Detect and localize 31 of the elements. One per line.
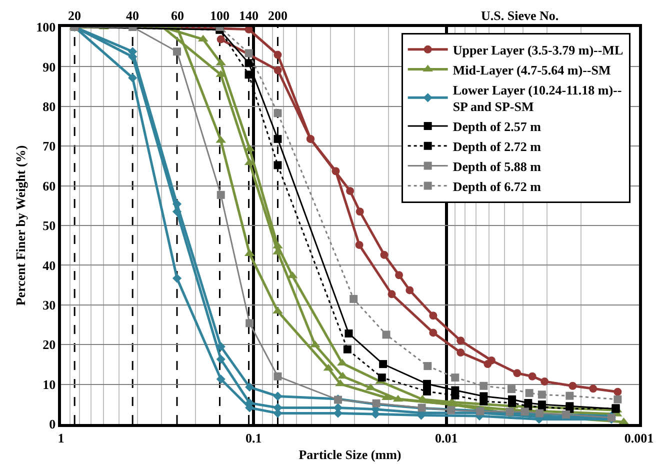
annotation: 200 — [268, 8, 288, 23]
y-axis-title: Percent Finer by Weight (%) — [13, 145, 28, 306]
y-tick-label: 20 — [42, 337, 56, 352]
legend-label: Depth of 2.57 m — [452, 119, 542, 134]
annotation: 100 — [210, 8, 230, 23]
y-tick-label: 80 — [42, 98, 56, 114]
annotation: 60 — [171, 8, 184, 23]
y-tick-label: 100 — [36, 20, 56, 35]
y-tick-label: 10 — [42, 376, 56, 392]
legend-label: Depth of 5.88 m — [452, 158, 542, 174]
x-tick-label: 0.001 — [624, 430, 654, 446]
annotation: 40 — [126, 8, 139, 23]
legend-label: Upper Layer (3.5-3.79 m)--ML — [452, 42, 624, 58]
y-tick-label: 30 — [42, 297, 56, 312]
legend-label: Depth of 2.72 m — [452, 138, 542, 154]
y-tick-label: 70 — [42, 138, 56, 154]
x-tick-label: 0.1 — [246, 430, 262, 446]
y-tick-label: 90 — [42, 59, 56, 74]
y-tick-label: 0 — [49, 416, 56, 432]
x-tick-label: 0.01 — [434, 430, 458, 446]
legend-label: Lower Layer (10.24-11.18 m)-- SP and SP-SM — [452, 82, 622, 114]
x-tick-label: 1 — [58, 430, 64, 446]
annotation: 140 — [239, 8, 258, 23]
text: U.S. Sieve No. — [481, 8, 559, 23]
y-tick-label: 40 — [42, 258, 56, 273]
legend-label: Mid-Layer (4.7-5.64 m)--SM — [452, 62, 611, 78]
legend-label: Depth of 6.72 m — [452, 178, 542, 194]
y-tick-label: 60 — [42, 178, 56, 194]
y-tick-label: 50 — [42, 218, 56, 234]
x-axis-title: Particle Size (mm) — [298, 446, 402, 462]
annotation: 20 — [68, 8, 81, 23]
